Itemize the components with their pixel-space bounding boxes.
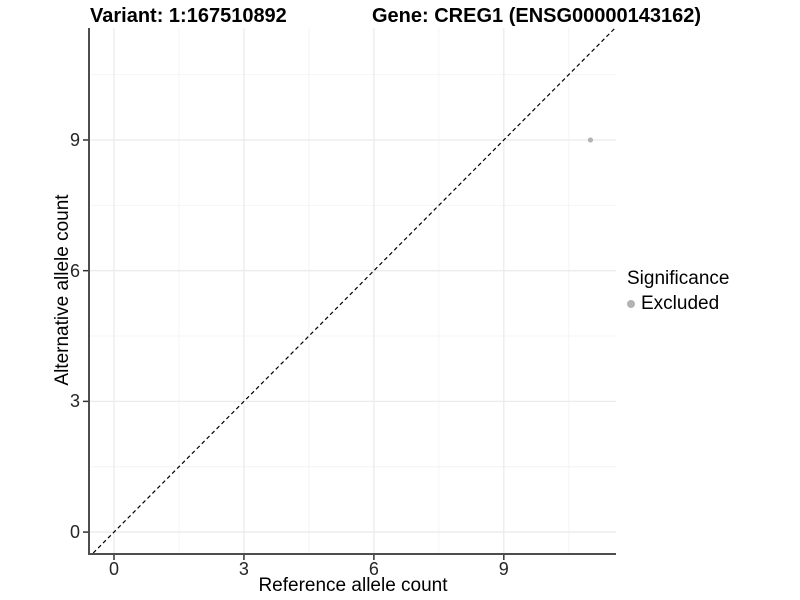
gene-title: Gene: CREG1 (ENSG00000143162) bbox=[372, 5, 702, 27]
y-tick-label: 3 bbox=[69, 391, 80, 412]
variant-title: Variant: 1:167510892 bbox=[90, 5, 287, 27]
x-tick-label: 3 bbox=[238, 559, 249, 579]
legend-key-dot-icon bbox=[627, 300, 635, 308]
identity-line bbox=[92, 27, 616, 554]
y-tick-label: 0 bbox=[69, 522, 80, 543]
y-tick-label: 9 bbox=[69, 129, 80, 150]
legend-title: Significance bbox=[627, 268, 730, 289]
y-tick-label: 6 bbox=[69, 260, 80, 281]
legend-item: Excluded bbox=[627, 293, 729, 315]
legend-item-label: Excluded bbox=[641, 293, 720, 314]
data-point bbox=[587, 137, 594, 143]
x-tick-label: 9 bbox=[498, 559, 509, 579]
x-tick-label: 6 bbox=[368, 559, 379, 579]
legend: Significance Excluded bbox=[627, 268, 729, 315]
legend-items: Excluded bbox=[627, 293, 729, 315]
x-axis-title: Reference allele count bbox=[258, 575, 448, 596]
x-tick-label: 0 bbox=[108, 559, 119, 579]
